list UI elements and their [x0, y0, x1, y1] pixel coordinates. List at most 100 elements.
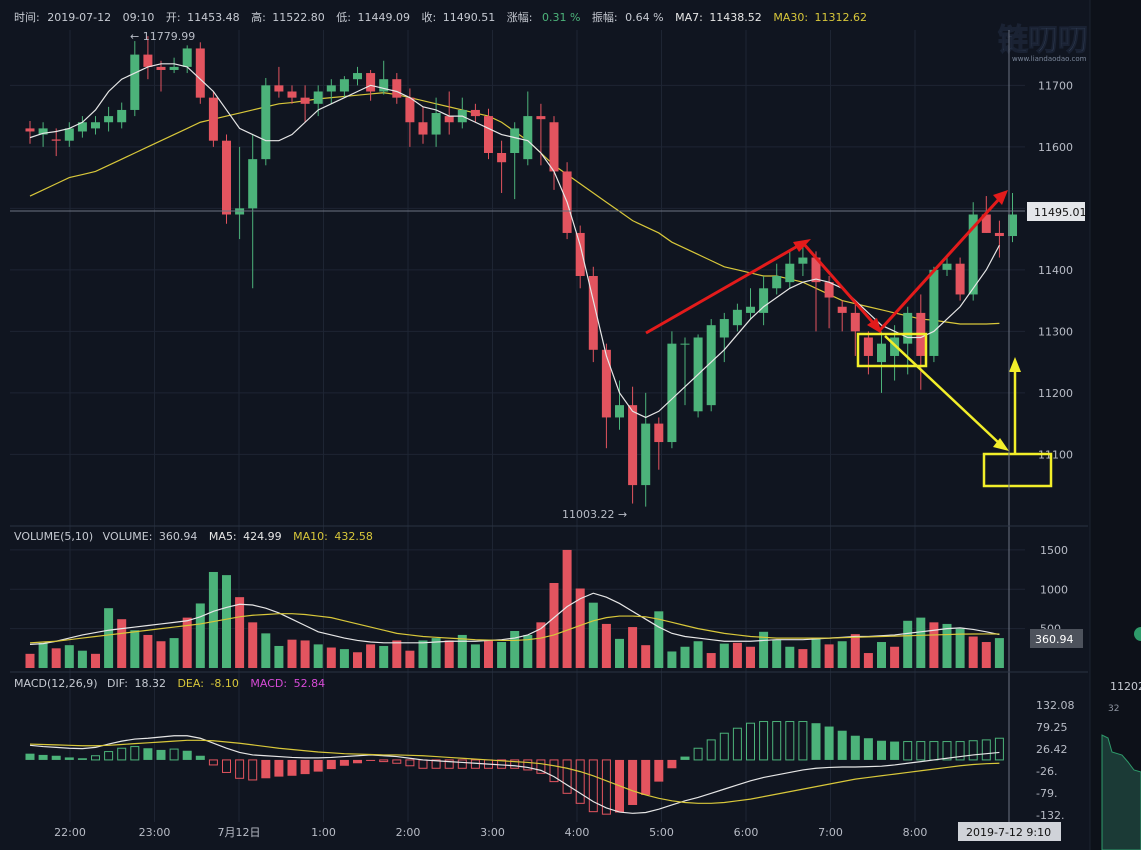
time-tick-label: 5:00 [649, 826, 674, 839]
macd-bar [981, 739, 991, 761]
candle-body [104, 116, 114, 123]
volume-bar [601, 623, 611, 668]
macd-bar [366, 759, 376, 761]
macd-bar [274, 759, 284, 777]
macd-bar [353, 759, 362, 764]
macd-bar [746, 722, 755, 761]
time-tick-label: 4:00 [565, 826, 590, 839]
price-axis: 11100112001130011400115001160011700 [1038, 79, 1073, 461]
macd-bar [706, 739, 716, 761]
volume-bar [77, 650, 87, 668]
volume-bar [274, 645, 284, 668]
macd-bar [130, 746, 140, 761]
macd-bar [77, 758, 87, 760]
candle-body [77, 122, 87, 132]
candle-body [759, 288, 769, 313]
volume-bar [235, 597, 245, 668]
volume-bar [510, 631, 520, 668]
dif-value: 18.32 [134, 677, 166, 690]
price-tag-bg [1027, 202, 1085, 221]
volume-bar [484, 640, 493, 668]
change-label: 涨幅: [507, 11, 533, 24]
macd-bar [549, 759, 559, 783]
time-tick-label: 23:00 [139, 826, 171, 839]
candle-body [195, 48, 205, 98]
volume-bar [916, 617, 926, 668]
volume-bar [418, 640, 428, 668]
macd-bar [235, 759, 245, 779]
macd-value: 52.84 [294, 677, 326, 690]
price-tick-label: 11700 [1038, 79, 1073, 92]
candle-body [903, 312, 913, 344]
volume-bar [981, 642, 991, 668]
candle-body [418, 122, 428, 135]
volume-bar [392, 640, 402, 668]
candle-body [732, 309, 742, 326]
vol-ma10-label: MA10: [293, 530, 328, 543]
price-tick-label: 11100 [1038, 448, 1073, 461]
volume-bar [143, 634, 153, 668]
volume-bar [208, 571, 218, 668]
watermark-url: www.liandaodao.com [1012, 55, 1087, 63]
time-tick-label: 22:00 [54, 826, 86, 839]
side-panel: 11202 32 16 [1089, 0, 1141, 850]
price-tick-label: 11600 [1038, 141, 1073, 154]
volume-bar [51, 648, 61, 668]
macd-bar [575, 759, 585, 804]
candle-body [824, 282, 834, 298]
amp-value: 0.64 % [625, 11, 663, 24]
candle-body [208, 97, 218, 141]
candle-body [484, 116, 493, 153]
macd-bar [379, 759, 389, 763]
annotation-red-arrow-1 [793, 239, 811, 252]
ma7-line [29, 63, 1000, 419]
volume-bar [772, 639, 782, 668]
time-tick-label: 8:00 [903, 826, 928, 839]
candle-body [523, 116, 533, 160]
side-mini-chart [1101, 734, 1141, 850]
candle-body [837, 306, 847, 313]
candle-body [182, 48, 192, 67]
volume-bar [431, 638, 441, 668]
macd-bar [51, 755, 61, 760]
candles [25, 36, 1017, 507]
candle-body [981, 214, 991, 233]
volume-panel-title: VOLUME(5,10) [14, 530, 93, 543]
candle-body [955, 263, 965, 295]
time-tick-label: 3:00 [480, 826, 505, 839]
candle-body [536, 116, 546, 120]
volume-bar [877, 642, 886, 668]
candle-body [798, 257, 808, 264]
macd-bar [431, 759, 441, 769]
crosshair-time-bg [958, 822, 1061, 841]
price-tick-label: 11200 [1038, 387, 1073, 400]
volume-bar [994, 638, 1004, 668]
volume-bar [300, 640, 310, 668]
volume-bar [654, 611, 664, 668]
macd-bar [588, 759, 598, 813]
macd-bar [955, 741, 965, 761]
candle-body [706, 325, 716, 406]
candle-body [222, 140, 231, 215]
candle-body [366, 73, 376, 92]
volume-bar [759, 631, 769, 668]
macd-bar [968, 740, 978, 761]
macd-bar [863, 738, 873, 760]
dea-value: -8.10 [210, 677, 238, 690]
vol-ma5-value: 424.99 [243, 530, 282, 543]
macd-bar [143, 748, 153, 760]
macd-bar [339, 759, 349, 766]
volume-bar [313, 644, 323, 668]
candle-body [929, 269, 939, 356]
candle-body [863, 337, 873, 356]
time-tick-label: 7:00 [818, 826, 843, 839]
candle-body [64, 128, 74, 141]
header-bar: 时间: 2019-07-12 09:10 开: 11453.48 高: 1152… [14, 10, 867, 24]
candle-body [719, 319, 729, 338]
candle-body [353, 73, 362, 80]
macd-bar [195, 755, 205, 760]
dif-label: DIF: [107, 677, 128, 690]
high-marker-group: ← 11779.99 [130, 30, 195, 43]
macd-bar [38, 754, 48, 760]
